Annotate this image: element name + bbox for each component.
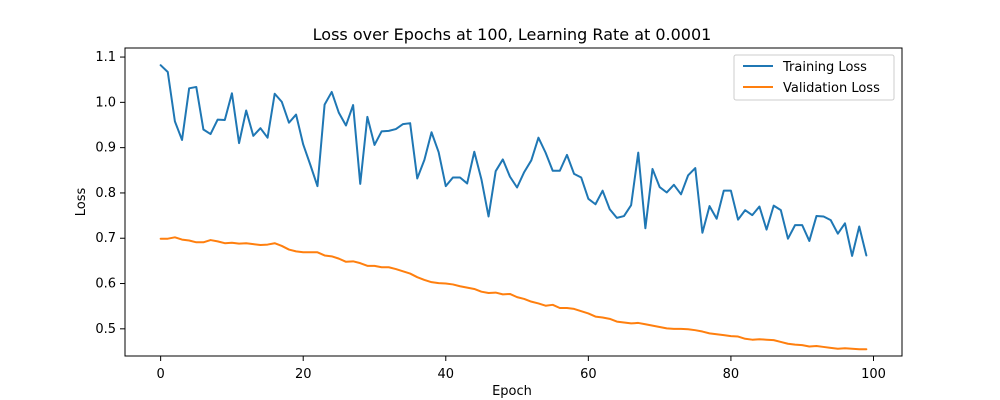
validation-loss-line	[159, 236, 868, 351]
x-tick-label: 80	[723, 367, 740, 382]
x-tick-label: 60	[580, 367, 597, 382]
y-tick-label: 0.8	[95, 186, 116, 201]
legend-training-label: Training Loss	[782, 60, 867, 75]
chart-title: Loss over Epochs at 100, Learning Rate a…	[313, 25, 712, 44]
legend-validation-label: Validation Loss	[783, 81, 880, 96]
x-tick-label: 40	[438, 367, 455, 382]
plot-frame	[124, 47, 903, 357]
y-tick-label: 0.7	[95, 231, 116, 246]
legend: Training Loss Validation Loss	[733, 54, 895, 101]
y-tick-label: 0.9	[95, 141, 116, 156]
x-tick-label: 20	[295, 367, 312, 382]
y-tick-label: 1.1	[95, 50, 116, 65]
x-axis: 0 20 40 60 80 100	[157, 356, 886, 382]
y-tick-label: 0.5	[95, 322, 116, 337]
legend-box	[733, 54, 895, 101]
series-lines	[159, 64, 868, 351]
training-loss-line	[159, 64, 868, 257]
y-tick-label: 1.0	[95, 95, 116, 110]
x-tick-label: 0	[157, 367, 165, 382]
y-axis: 0.5 0.6 0.7 0.8 0.9 1.0 1.1	[95, 50, 125, 337]
x-tick-label: 100	[861, 367, 886, 382]
plot-area	[124, 47, 903, 357]
x-axis-label: Epoch	[492, 384, 532, 399]
y-axis-label: Loss	[74, 188, 89, 217]
y-tick-label: 0.6	[95, 277, 116, 292]
